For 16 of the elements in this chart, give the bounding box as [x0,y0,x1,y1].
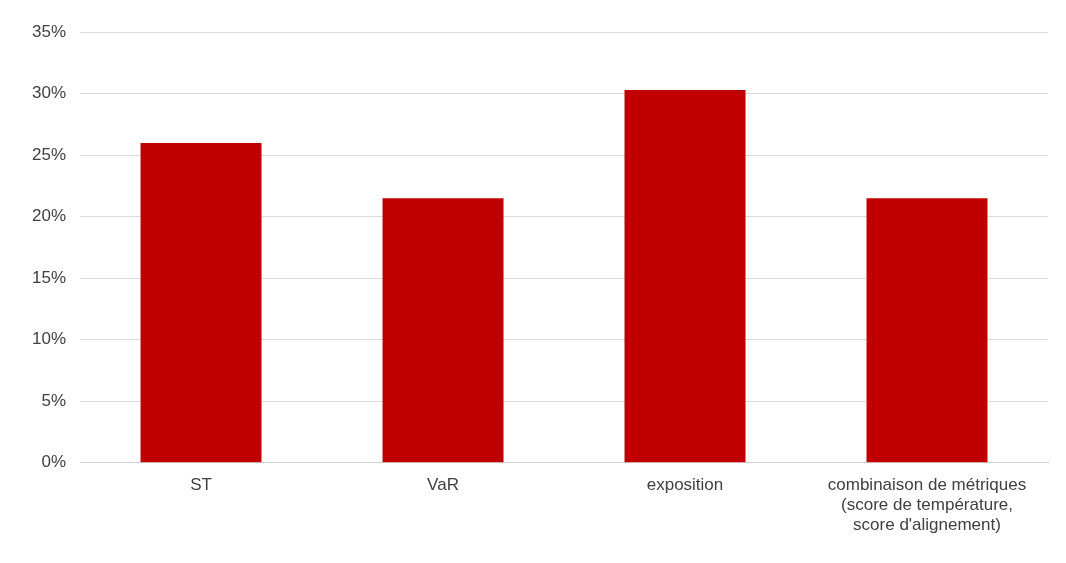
bar [624,90,746,463]
y-tick-label: 0% [41,452,67,472]
x-tick-label: exposition [646,474,724,494]
bar [140,142,262,463]
y-tick-label: 10% [31,329,67,349]
x-tick-label: ST [190,474,212,494]
y-tick-label: 5% [41,390,67,410]
y-tick-label: 35% [31,21,67,41]
bar [866,198,988,463]
x-tick-label: VaR [427,474,459,494]
y-tick-label: 30% [31,83,67,103]
y-tick-label: 25% [31,144,67,164]
x-tick-label: combinaison de métriques (score de température, score d'alignement) [827,474,1027,535]
y-tick-label: 20% [31,206,67,226]
y-tick-label: 15% [31,267,67,287]
bar [382,198,504,463]
